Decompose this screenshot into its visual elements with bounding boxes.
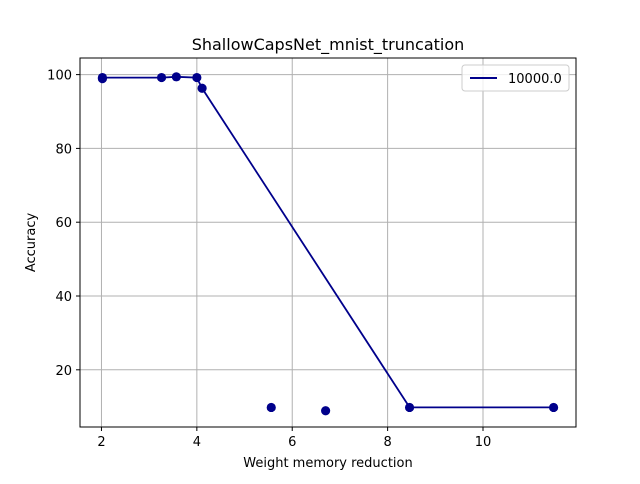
y-tick-label: 80 xyxy=(55,142,72,157)
scatter-point xyxy=(156,72,167,83)
scatter-point xyxy=(321,406,331,416)
scatter-point xyxy=(192,72,202,83)
y-tick-label: 40 xyxy=(55,290,72,305)
x-tick-label: 2 xyxy=(97,435,105,450)
x-tick-label: 8 xyxy=(383,435,391,450)
x-axis-label: Weight memory reduction xyxy=(243,456,412,471)
scatter-point xyxy=(97,74,108,84)
scatter-point xyxy=(404,402,415,413)
y-tick-label: 20 xyxy=(55,364,72,379)
x-tick-label: 6 xyxy=(288,435,296,450)
chart-title: ShallowCapsNet_mnist_truncation xyxy=(192,35,465,55)
scatter-point xyxy=(548,402,559,413)
scatter-point xyxy=(197,83,207,93)
legend-entry-label: 10000.0 xyxy=(508,72,562,87)
scatter-point xyxy=(171,72,181,82)
scatter-point xyxy=(266,402,276,413)
legend-box xyxy=(461,64,570,92)
y-tick-label: 100 xyxy=(47,69,72,84)
x-tick-label: 10 xyxy=(475,435,492,450)
scatter-points-layer xyxy=(97,72,559,416)
y-tick-label: 60 xyxy=(55,216,72,231)
tick-layer: 2 4 6 8 10 20 40 60 80 100 xyxy=(47,69,491,450)
y-axis-label: Accuracy xyxy=(24,213,39,273)
plot-frame xyxy=(79,57,577,428)
legend: 10000.0 xyxy=(461,64,570,92)
x-tick-label: 4 xyxy=(193,435,201,450)
